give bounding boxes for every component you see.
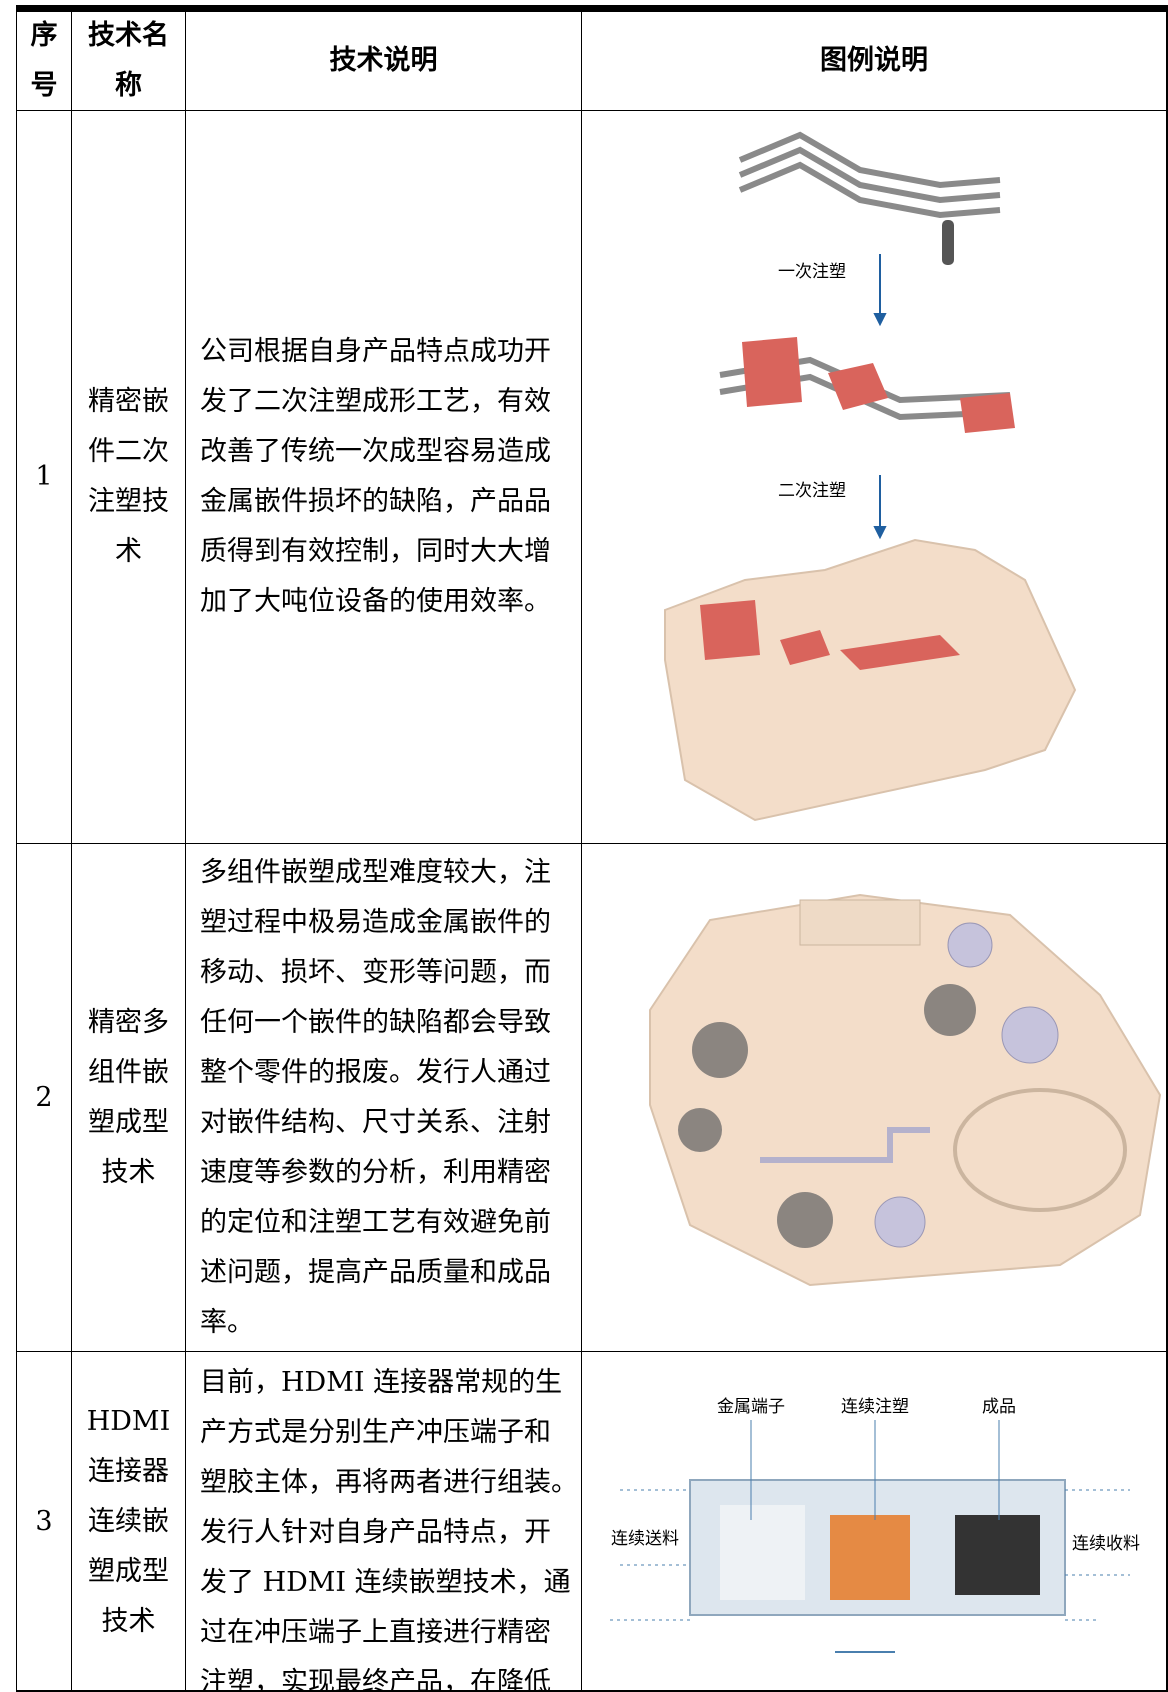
cell-text: 目前，HDMI 连接器常规的生 [200,1367,563,1398]
table-cell: HDMI 连接器连续嵌塑成型技术 [71,1351,185,1692]
table-cell: 2 [16,843,71,1351]
cell-text: 序 [30,20,58,51]
cell-text: 整个零件的报废。发行人通过 [200,1056,551,1088]
cell-text: 发了二次注塑成形工艺，有效 [200,386,551,417]
right-rule [1166,11,1168,1692]
cell-text: 称 [115,70,142,101]
table-cell: 3 [16,1351,71,1692]
table-cell: 多组件嵌塑成型难度较大，注 塑过程中极易造成金属嵌件的 移动、损坏、变形等问题，而任… [185,843,581,1351]
cell-text: 对嵌件结构、尺寸关系、注射 [200,1106,551,1138]
table-cell [581,1351,1166,1692]
table-cell: 精密多组件嵌塑成型技术 [71,843,185,1351]
cell-text: 件二次 [88,436,169,467]
cell-text: 产方式是分别生产冲压端子和 [200,1417,551,1448]
table-cell: 公司根据自身产品特点成功开 发了二次注塑成形工艺，有效 改善了传统一次成型容易造成金… [185,110,581,843]
cell-text: 图例说明 [820,45,928,76]
cell-text: 塑成型 [88,1106,169,1138]
cell-text: 发行人针对自身产品特点，开 [200,1517,551,1548]
cell-text: 精密多 [88,1006,169,1038]
cell-text: 连接器 [88,1456,169,1487]
cell-text: 的定位和注塑工艺有效避免前 [200,1206,551,1238]
cell-text: 塑成型 [88,1556,169,1587]
cell-text: 多组件嵌塑成型难度较大，注 [200,856,551,888]
cell-text: 连续嵌 [88,1506,169,1537]
cell-text: 1 [35,461,53,492]
cell-text: 塑胶主体，再将两者进行组装。 [200,1467,578,1498]
cell-text: 精密嵌 [88,386,169,417]
table-cell: 技术名称 [71,11,185,110]
cell-text: 质得到有效控制，同时大大增 [200,536,551,567]
table-cell: 图例说明 [581,11,1166,110]
top-rule [16,5,1168,11]
cell-text: 任何一个嵌件的缺陷都会导致 [200,1006,551,1038]
cell-text: 发了 HDMI 连续嵌塑技术，通 [200,1567,571,1598]
table-cell: 精密嵌件二次注塑技术 [71,110,185,843]
cell-text: 技术 [101,1606,156,1637]
cell-text: 注塑，实现最终产品，在降低 [200,1667,551,1692]
table-cell: 序号 [16,11,71,110]
cell-text: 速度等参数的分析，利用精密 [200,1156,551,1188]
cell-text: 技术名 [88,20,169,51]
cell-text: 技术 [101,1156,156,1188]
bottom-rule [16,1690,1168,1692]
cell-text: 组件嵌 [88,1056,169,1088]
cell-text: 3 [35,1506,53,1537]
table-cell: 目前，HDMI 连接器常规的生 产方式是分别生产冲压端子和 塑胶主体，再将两者进行组… [185,1351,581,1692]
cell-text: 述问题，提高产品质量和成品 [200,1256,551,1288]
cell-text: 号 [30,70,58,101]
cell-text: 术 [115,536,142,567]
table-cell: 技术说明 [185,11,581,110]
table-cell [581,843,1166,1351]
cell-text: 率。 [200,1306,254,1338]
cell-text: 加了大吨位设备的使用效率。 [200,586,551,617]
cell-text: 金属嵌件损坏的缺陷，产品品 [200,486,551,517]
cell-text: 注塑技 [88,486,169,517]
cell-text: 过在冲压端子上直接进行精密 [200,1617,551,1648]
table-cell [581,110,1166,843]
cell-text: 塑过程中极易造成金属嵌件的 [200,906,551,938]
table-cell: 1 [16,110,71,843]
cell-text: HDMI [86,1406,171,1437]
cell-text: 移动、损坏、变形等问题，而 [200,956,551,988]
cell-text: 技术说明 [329,45,438,76]
cell-text: 2 [35,1081,53,1113]
cell-text: 改善了传统一次成型容易造成 [200,436,551,467]
cell-text: 公司根据自身产品特点成功开 [200,336,551,367]
